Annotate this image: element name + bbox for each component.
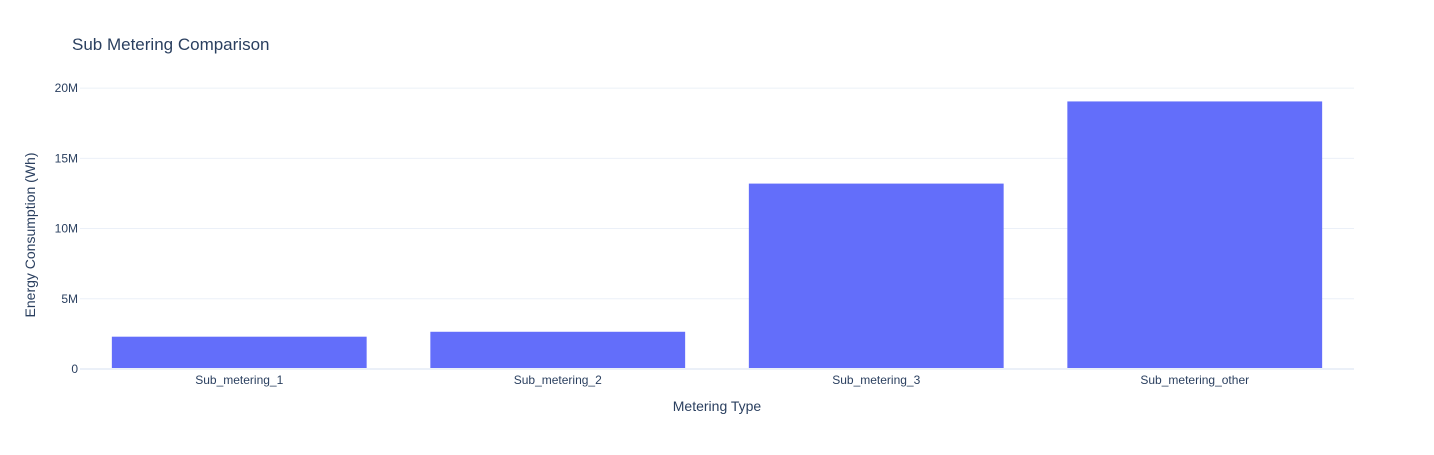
x-tick-label: Sub_metering_1 xyxy=(195,373,283,387)
bar-sub-metering-other[interactable] xyxy=(1067,101,1323,370)
x-tick-labels: Sub_metering_1 Sub_metering_2 Sub_metering… xyxy=(195,373,1249,387)
bar-sub-metering-3[interactable] xyxy=(748,183,1004,369)
x-tick-label: Sub_metering_2 xyxy=(514,373,602,387)
x-tick-label: Sub_metering_3 xyxy=(832,373,920,387)
y-tick-labels: 0 5M 10M 15M 20M xyxy=(55,81,79,376)
bar-layer xyxy=(111,101,1323,370)
y-tick-label: 10M xyxy=(55,222,78,236)
x-axis-title: Metering Type xyxy=(673,398,762,414)
bar-sub-metering-1[interactable] xyxy=(111,336,367,369)
y-tick-label: 20M xyxy=(55,81,78,95)
x-tick-label: Sub_metering_other xyxy=(1140,373,1249,387)
bar-sub-metering-2[interactable] xyxy=(430,331,686,369)
y-tick-label: 15M xyxy=(55,151,78,165)
y-axis-title: Energy Consumption (Wh) xyxy=(22,153,38,318)
chart-title: Sub Metering Comparison xyxy=(72,35,269,54)
y-tick-label: 5M xyxy=(61,292,78,306)
y-tick-label: 0 xyxy=(71,362,78,376)
